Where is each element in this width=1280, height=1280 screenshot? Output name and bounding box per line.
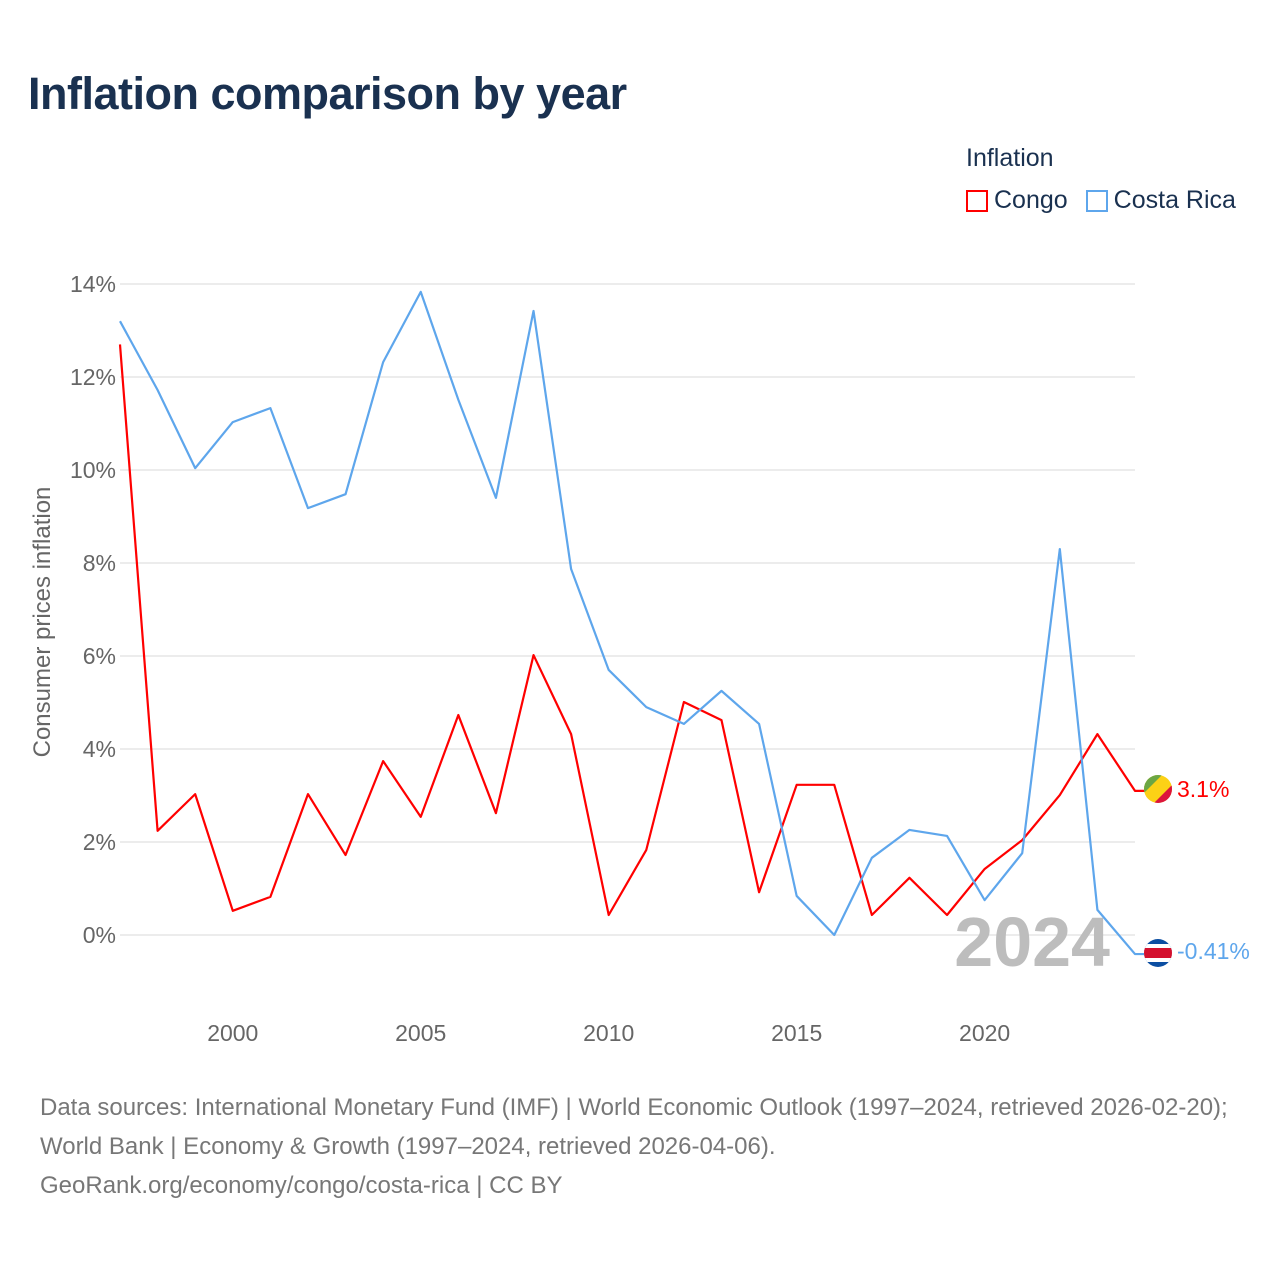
source-note: Data sources: International Monetary Fun… [40,1088,1250,1205]
x-tick-label: 2010 [583,1020,634,1046]
congo-flag-icon [1144,775,1172,803]
y-tick-label: 14% [70,271,116,297]
x-tick-label: 2015 [771,1020,822,1046]
y-tick-label: 12% [70,364,116,390]
series-line-costa-rica [119,290,1150,956]
source-text: Data sources: International Monetary Fun… [40,1094,1228,1160]
legend-swatch-costa-rica [1085,189,1108,212]
congo-end-label: 3.1% [1177,776,1229,802]
y-axis-label: Consumer prices inflation [29,487,56,758]
source-link[interactable]: GeoRank.org/economy/congo/costa-rica | C… [40,1172,563,1199]
legend-label: Costa Rica [1113,186,1236,214]
y-tick-label: 10% [70,457,116,483]
legend-item-congo[interactable]: Congo [966,186,1068,215]
legend-label: Congo [994,186,1068,214]
y-tick-label: 8% [83,550,116,576]
year-watermark: 2024 [954,903,1110,981]
y-tick-label: 6% [83,643,116,669]
legend-swatch-congo [966,189,988,212]
x-tick-label: 2020 [959,1020,1010,1046]
legend-title: Inflation [966,144,1054,172]
costa-rica-end-label: -0.41% [1177,938,1250,964]
legend-item-costa-rica[interactable]: Costa Rica [1085,186,1236,215]
x-tick-label: 2005 [395,1020,446,1046]
costa-rica-flag-icon [1144,939,1172,967]
y-tick-label: 4% [83,736,116,762]
series-line-congo [118,344,1150,917]
y-tick-label: 0% [83,922,116,948]
legend: Congo Costa Rica [966,186,1236,215]
chart-title: Inflation comparison by year [28,68,627,119]
y-tick-label: 2% [83,829,116,855]
x-tick-label: 2000 [207,1020,258,1046]
chart-plot: 0%2%4%6%8%10%12%14%2000 2005 2010 2015 2020 … [29,271,1250,1046]
